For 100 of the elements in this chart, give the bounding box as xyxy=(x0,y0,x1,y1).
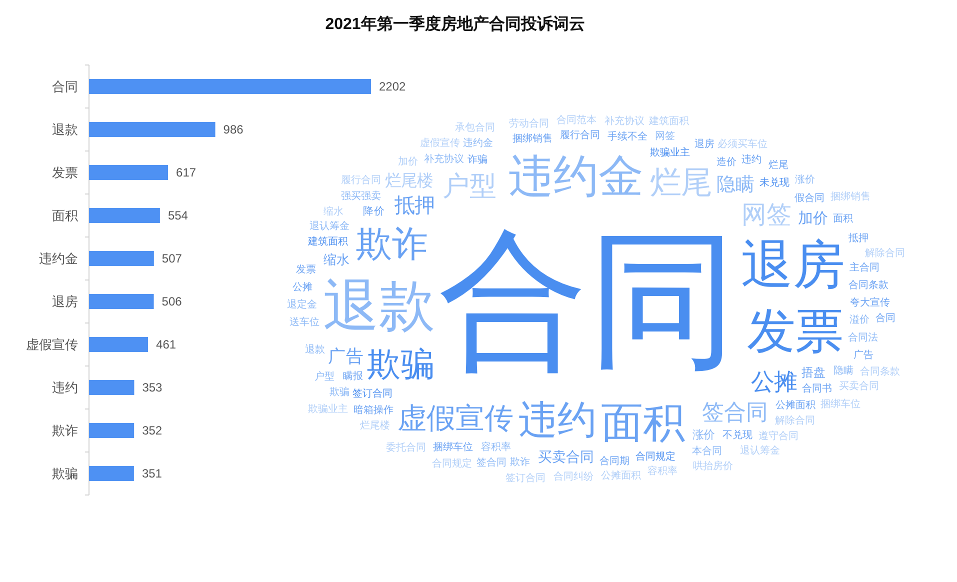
category-label: 隐瞒 xyxy=(833,364,854,376)
category-label: 违约 xyxy=(518,399,596,442)
category-label: 虚假宣传 xyxy=(420,136,460,149)
data-label: 554 xyxy=(168,208,188,222)
bar xyxy=(89,294,154,310)
category-label: 解除合同 xyxy=(864,246,905,259)
category-label: 网签 xyxy=(655,130,676,142)
category-label: 签订合同 xyxy=(352,388,393,400)
y-tick-label: 欺诈 xyxy=(52,423,78,438)
category-label: 承包合同 xyxy=(455,121,496,134)
category-label: 发票 xyxy=(296,264,316,276)
category-label: 哄抬房价 xyxy=(692,460,733,472)
y-tick-label: 退房 xyxy=(52,294,78,309)
y-tick-label: 发票 xyxy=(52,165,78,180)
category-label: 劳动合同 xyxy=(509,117,550,130)
data-label: 461 xyxy=(156,338,176,352)
category-label: 退房 xyxy=(694,138,715,150)
category-label: 退款 xyxy=(305,344,326,356)
category-label: 容积率 xyxy=(647,464,678,477)
category-label: 面积 xyxy=(833,214,854,225)
data-label: 506 xyxy=(162,294,182,308)
category-label: 缩水 xyxy=(323,252,350,267)
category-label: 合同规定 xyxy=(432,458,472,470)
category-label: 户型 xyxy=(442,170,497,202)
category-label: 欺诈 xyxy=(510,456,530,468)
y-tick-label: 虚假宣传 xyxy=(26,337,78,352)
category-label: 合同 xyxy=(876,312,896,324)
bar xyxy=(89,78,371,94)
category-label: 降价 xyxy=(362,206,385,218)
category-label: 签合同 xyxy=(476,456,507,468)
category-label: 容积率 xyxy=(480,441,511,454)
category-label: 退认筹金 xyxy=(740,444,780,457)
category-label: 合同范本 xyxy=(556,114,597,126)
category-label: 退定金 xyxy=(286,298,317,311)
category-label: 夸大宣传 xyxy=(850,296,890,308)
category-label: 违约金 xyxy=(462,137,493,150)
data-label: 2202 xyxy=(379,80,406,94)
category-label: 公摊面积 xyxy=(601,470,642,482)
category-label: 公摊 xyxy=(750,368,797,394)
category-label: 暗箱操作 xyxy=(354,404,394,416)
category-label: 广告 xyxy=(328,346,364,366)
data-label: 617 xyxy=(176,166,196,180)
category-label: 送车位 xyxy=(290,316,320,328)
category-label: 合同规定 xyxy=(636,450,676,462)
category-label: 补充协议 xyxy=(424,152,464,165)
bar xyxy=(89,208,160,224)
category-label: 委托合同 xyxy=(386,441,426,454)
category-label: 捆绑销售 xyxy=(512,132,552,144)
category-label: 不兑现 xyxy=(722,429,752,442)
category-label: 捂盘 xyxy=(801,366,826,380)
category-label: 履行合同 xyxy=(560,128,600,141)
category-label: 欺骗业主 xyxy=(308,402,348,415)
category-label: 广告 xyxy=(853,348,874,361)
category-label: 欺骗 xyxy=(329,386,350,398)
category-label: 瞒报 xyxy=(343,370,364,382)
category-label: 网签 xyxy=(741,200,792,229)
category-label: 合同纠纷 xyxy=(553,470,594,482)
bar xyxy=(89,122,216,138)
data-label: 986 xyxy=(223,122,244,136)
category-label: 缩水 xyxy=(323,205,344,218)
category-label: 抵押 xyxy=(393,195,434,218)
bar xyxy=(89,422,134,438)
category-label: 涨价 xyxy=(692,430,715,442)
category-label: 手续不全 xyxy=(608,130,648,142)
category-label: 遵守合同 xyxy=(758,430,798,442)
category-label: 必须买车位 xyxy=(718,138,768,150)
bar xyxy=(89,466,134,482)
category-label: 建筑面积 xyxy=(306,235,348,248)
category-label: 加价 xyxy=(798,210,828,228)
category-label: 捆绑销售 xyxy=(830,190,870,202)
data-label: 352 xyxy=(142,424,162,438)
y-tick-label: 面积 xyxy=(52,208,78,223)
category-label: 烂尾楼 xyxy=(360,420,390,432)
category-label: 欺骗 xyxy=(366,346,435,384)
category-label: 造价 xyxy=(716,156,736,168)
data-label: 351 xyxy=(142,466,162,480)
category-label: 诈骗 xyxy=(468,154,488,166)
data-label: 353 xyxy=(142,380,163,394)
category-label: 户型 xyxy=(314,370,335,383)
category-label: 未兑现 xyxy=(759,176,790,189)
data-label: 507 xyxy=(162,252,182,266)
category-label: 面积 xyxy=(601,398,686,446)
category-label: 公摊面积 xyxy=(775,399,816,412)
category-label: 退认筹金 xyxy=(310,220,350,232)
category-label: 主合同 xyxy=(849,261,880,274)
category-label: 合同 xyxy=(438,216,738,384)
category-label: 违约金 xyxy=(508,150,644,202)
category-label: 虚假宣传 xyxy=(397,403,514,436)
category-label: 补充协议 xyxy=(604,114,644,127)
category-label: 欺诈 xyxy=(356,223,428,264)
category-label: 隐瞒 xyxy=(716,173,755,194)
category-label: 溢价 xyxy=(849,313,870,326)
category-label: 合同期 xyxy=(599,454,630,467)
category-label: 抵押 xyxy=(847,232,868,244)
category-label: 加价 xyxy=(398,155,418,168)
y-tick-label: 退款 xyxy=(52,122,78,137)
category-label: 签合同 xyxy=(702,399,768,424)
category-label: 欺骗业主 xyxy=(650,146,690,158)
category-label: 强买强卖 xyxy=(340,190,381,202)
y-tick-label: 欺骗 xyxy=(52,466,78,481)
